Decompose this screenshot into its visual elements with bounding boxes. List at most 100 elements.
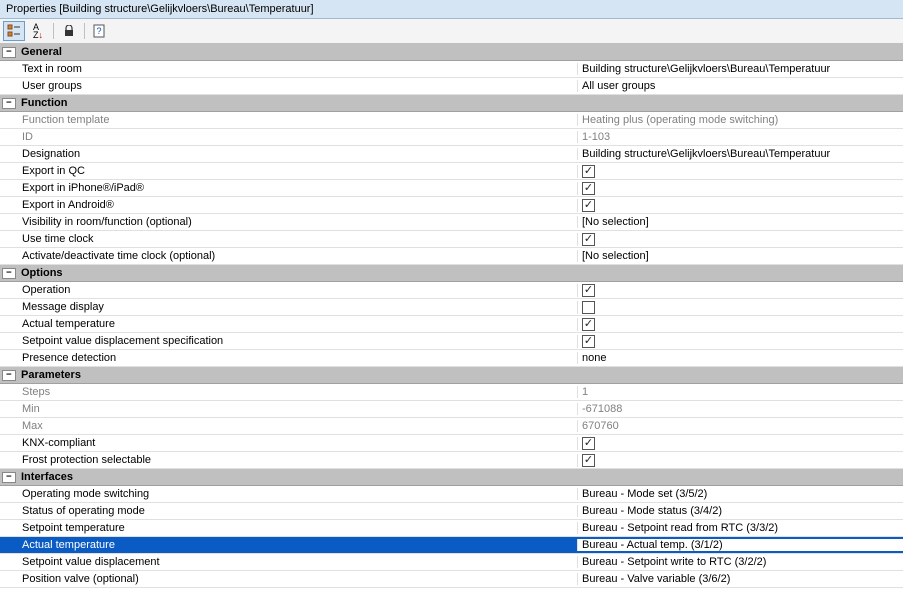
checkbox[interactable]: ✓ — [582, 199, 595, 212]
property-value[interactable]: Bureau - Setpoint write to RTC (3/2/2) — [577, 556, 903, 568]
property-row[interactable]: Visibility in room/function (optional)[N… — [0, 214, 903, 231]
section-header-options[interactable]: −Options — [0, 265, 903, 282]
property-label: Steps — [0, 386, 577, 398]
checkbox[interactable]: ✓ — [582, 318, 595, 331]
property-value[interactable]: [No selection] — [577, 216, 903, 228]
property-row[interactable]: Frost protection selectable ✓ — [0, 452, 903, 469]
property-value[interactable]: All user groups — [577, 80, 903, 92]
property-label: Export in iPhone®/iPad® — [0, 182, 577, 194]
property-value[interactable]: Building structure\Gelijkvloers\Bureau\T… — [577, 63, 903, 75]
property-row[interactable]: Message display — [0, 299, 903, 316]
collapse-icon[interactable]: − — [2, 472, 16, 483]
collapse-icon[interactable]: − — [2, 268, 16, 279]
lock-button[interactable] — [58, 21, 80, 41]
property-label: Operation — [0, 284, 577, 296]
categorized-button[interactable] — [3, 21, 25, 41]
property-row[interactable]: Export in QC ✓ — [0, 163, 903, 180]
title-text: Properties [Building structure\Gelijkvlo… — [6, 3, 314, 15]
property-value[interactable]: ✓ — [577, 335, 903, 348]
property-value[interactable]: Bureau - Valve variable (3/6/2) — [577, 573, 903, 585]
property-value[interactable]: none — [577, 352, 903, 364]
property-row[interactable]: Max670760 — [0, 418, 903, 435]
property-row[interactable]: Status of operating modeBureau - Mode st… — [0, 503, 903, 520]
property-value[interactable]: ✓ — [577, 437, 903, 450]
property-value-text: All user groups — [582, 80, 655, 92]
property-value[interactable] — [577, 301, 903, 314]
property-label: Designation — [0, 148, 577, 160]
property-row[interactable]: Actual temperature ✓ — [0, 316, 903, 333]
property-row[interactable]: Actual temperatureBureau - Actual temp. … — [0, 537, 903, 554]
property-value-text: 1-103 — [582, 131, 610, 143]
property-value[interactable]: Bureau - Setpoint read from RTC (3/3/2) — [577, 522, 903, 534]
property-value[interactable]: [No selection] — [577, 250, 903, 262]
property-row[interactable]: ID 1-103 — [0, 129, 903, 146]
property-row[interactable]: Presence detectionnone — [0, 350, 903, 367]
section-label: Interfaces — [19, 471, 903, 483]
checkbox[interactable]: ✓ — [582, 437, 595, 450]
property-value[interactable]: ✓ — [577, 182, 903, 195]
checkbox[interactable]: ✓ — [582, 284, 595, 297]
property-row[interactable]: Steps1 — [0, 384, 903, 401]
property-row[interactable]: Position valve (optional)Bureau - Valve … — [0, 571, 903, 588]
collapse-icon[interactable]: − — [2, 47, 16, 58]
property-row[interactable]: Function templateHeating plus (operating… — [0, 112, 903, 129]
property-label: Export in QC — [0, 165, 577, 177]
section-header-function[interactable]: −Function — [0, 95, 903, 112]
property-label: Frost protection selectable — [0, 454, 577, 466]
property-row[interactable]: User groupsAll user groups — [0, 78, 903, 95]
property-value[interactable]: Bureau - Actual temp. (3/1/2) — [577, 539, 903, 551]
property-value-text: Building structure\Gelijkvloers\Bureau\T… — [582, 63, 830, 75]
property-row[interactable]: Use time clock ✓ — [0, 231, 903, 248]
section-header-parameters[interactable]: −Parameters — [0, 367, 903, 384]
property-value[interactable]: ✓ — [577, 318, 903, 331]
checkbox[interactable]: ✓ — [582, 454, 595, 467]
section-header-interfaces[interactable]: −Interfaces — [0, 469, 903, 486]
property-row[interactable]: Setpoint temperature Bureau - Setpoint re… — [0, 520, 903, 537]
property-value[interactable]: Bureau - Mode set (3/5/2) — [577, 488, 903, 500]
help-button[interactable]: ? — [89, 21, 111, 41]
property-label: Text in room — [0, 63, 577, 75]
property-value[interactable]: Heating plus (operating mode switching) — [577, 114, 903, 126]
property-value[interactable]: 1-103 — [577, 131, 903, 143]
property-value[interactable]: 670760 — [577, 420, 903, 432]
property-row[interactable]: KNX-compliant✓ — [0, 435, 903, 452]
property-row[interactable]: Setpoint value displacement specificatio… — [0, 333, 903, 350]
property-value[interactable]: Building structure\Gelijkvloers\Bureau\T… — [577, 148, 903, 160]
property-row[interactable]: Operating mode switchingBureau - Mode se… — [0, 486, 903, 503]
checkbox[interactable] — [582, 301, 595, 314]
checkbox[interactable]: ✓ — [582, 182, 595, 195]
property-label: Use time clock — [0, 233, 577, 245]
property-value-text: Bureau - Mode set (3/5/2) — [582, 488, 707, 500]
property-value[interactable]: ✓ — [577, 199, 903, 212]
property-row[interactable]: Min-671088 — [0, 401, 903, 418]
property-label: Setpoint temperature — [0, 522, 577, 534]
property-value[interactable]: Bureau - Mode status (3/4/2) — [577, 505, 903, 517]
property-row[interactable]: Setpoint value displacement Bureau - Setp… — [0, 554, 903, 571]
property-label: Actual temperature — [0, 318, 577, 330]
property-value-text: Bureau - Setpoint write to RTC (3/2/2) — [582, 556, 766, 568]
property-value[interactable]: ✓ — [577, 284, 903, 297]
property-label: Setpoint value displacement — [0, 556, 577, 568]
checkbox[interactable]: ✓ — [582, 233, 595, 246]
property-value[interactable]: ✓ — [577, 454, 903, 467]
property-value-text: Heating plus (operating mode switching) — [582, 114, 778, 126]
property-row[interactable]: Export in iPhone®/iPad® ✓ — [0, 180, 903, 197]
section-header-general[interactable]: −General — [0, 44, 903, 61]
checkbox[interactable]: ✓ — [582, 165, 595, 178]
property-row[interactable]: DesignationBuilding structure\Gelijkvloe… — [0, 146, 903, 163]
property-value[interactable]: 1 — [577, 386, 903, 398]
property-label: ID — [0, 131, 577, 143]
property-row[interactable]: Text in room Building structure\Gelijkvlo… — [0, 61, 903, 78]
alphabetical-button[interactable]: AZ↓ — [27, 21, 49, 41]
property-row[interactable]: Export in Android®✓ — [0, 197, 903, 214]
property-row[interactable]: Operation ✓ — [0, 282, 903, 299]
property-value[interactable]: -671088 — [577, 403, 903, 415]
checkbox[interactable]: ✓ — [582, 335, 595, 348]
property-value-text: Bureau - Setpoint read from RTC (3/3/2) — [582, 522, 778, 534]
collapse-icon[interactable]: − — [2, 98, 16, 109]
property-row[interactable]: Activate/deactivate time clock (optional… — [0, 248, 903, 265]
property-label: Actual temperature — [0, 539, 577, 551]
collapse-icon[interactable]: − — [2, 370, 16, 381]
property-value[interactable]: ✓ — [577, 233, 903, 246]
property-value[interactable]: ✓ — [577, 165, 903, 178]
